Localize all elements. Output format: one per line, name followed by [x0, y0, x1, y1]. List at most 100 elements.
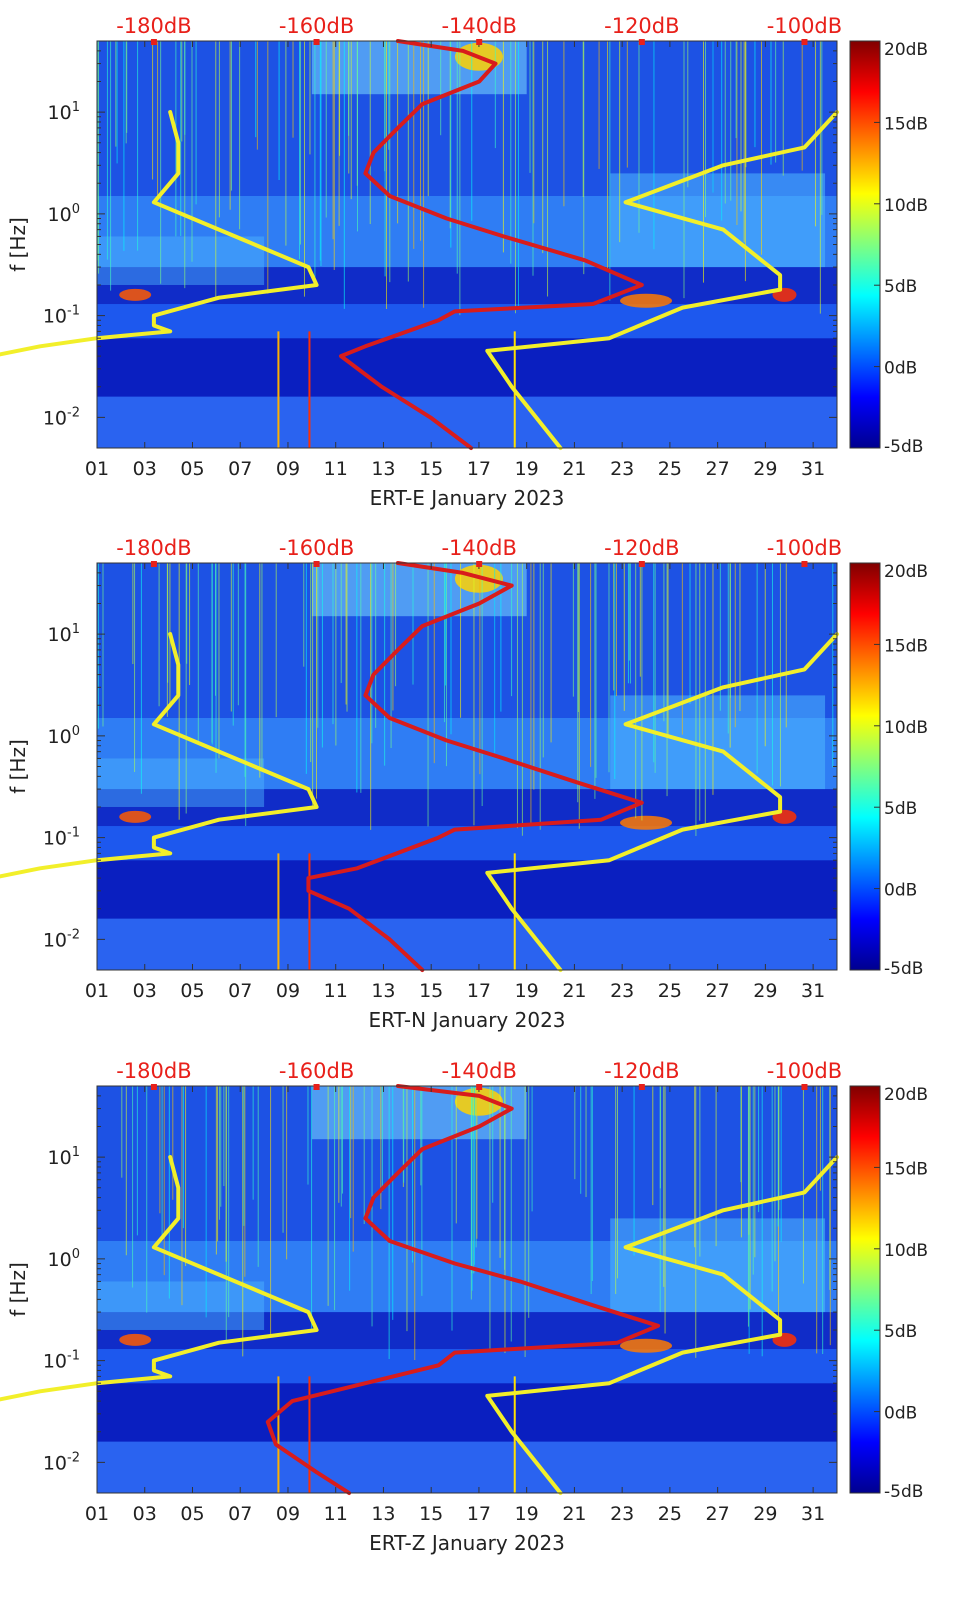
spectrogram-band: [97, 1349, 837, 1384]
top-axis-label: -180dB: [116, 14, 191, 38]
x-tick-label: 29: [753, 458, 777, 480]
x-tick-label: 25: [658, 1503, 682, 1525]
top-axis-tick: [150, 561, 157, 567]
x-tick-label: 29: [753, 1503, 777, 1525]
y-axis-label: f [Hz]: [6, 739, 30, 794]
colorbar-label: 5dB: [884, 1322, 917, 1342]
x-tick-label: 17: [467, 458, 491, 480]
colorbar-label: 10dB: [884, 196, 928, 216]
top-axis-tick: [801, 561, 808, 567]
top-axis-tick: [150, 1084, 157, 1090]
x-tick-label: 07: [228, 458, 252, 480]
x-tick-label: 03: [133, 980, 157, 1002]
top-axis-label: -160dB: [279, 14, 354, 38]
spectrogram-hotspot: [119, 1333, 152, 1346]
colorbar-label: -5dB: [884, 437, 923, 457]
x-tick-label: 19: [515, 980, 539, 1002]
x-axis-label: ERT-N January 2023: [368, 1008, 565, 1032]
top-axis-label: -160dB: [279, 1059, 354, 1083]
top-axis-tick: [313, 561, 320, 567]
x-tick-label: 31: [801, 1503, 825, 1525]
x-tick-label: 03: [133, 1503, 157, 1525]
colorbar-label: 0dB: [884, 359, 917, 379]
colorbar-label: 15dB: [884, 636, 928, 656]
top-axis-tick: [801, 1084, 808, 1090]
spectrogram-panel: 01 03 05 07 09 11 13 15 17 19 21 23 25 27 29 31 ERT-Z Ja…: [0, 1059, 928, 1555]
colorbar-label: 20dB: [884, 562, 928, 582]
top-axis-tick: [638, 1084, 645, 1090]
y-tick-label: 100: [48, 1247, 80, 1271]
top-axis-tick: [801, 39, 808, 45]
x-tick-label: 03: [133, 458, 157, 480]
spectrogram-image: [97, 41, 837, 448]
x-tick-label: 27: [706, 980, 730, 1002]
x-tick-label: 01: [85, 980, 109, 1002]
y-tick-label: 10-1: [43, 1349, 80, 1373]
top-axis-tick: [313, 1084, 320, 1090]
x-tick-label: 27: [706, 458, 730, 480]
colorbar-label: 5dB: [884, 799, 917, 819]
yellow-model-curve: [485, 1155, 839, 1495]
x-tick-label: 25: [658, 458, 682, 480]
colorbar-label: -5dB: [884, 1482, 923, 1502]
y-tick-label: 10-2: [43, 927, 80, 951]
colorbar-label: 15dB: [884, 1159, 928, 1179]
x-tick-label: 15: [419, 980, 443, 1002]
spectrogram-image: [97, 563, 837, 970]
top-axis-label: -140dB: [441, 14, 516, 38]
top-axis-label: -160dB: [279, 536, 354, 560]
colorbar-label: 20dB: [884, 1085, 928, 1105]
yellow-model-curve: [485, 110, 839, 450]
yellow-model-curve: [0, 1155, 319, 1402]
x-tick-label: 11: [324, 980, 348, 1002]
spectrogram-image: [97, 1086, 837, 1493]
colorbar-label: 0dB: [884, 1404, 917, 1424]
spectrogram-panel: 01 03 05 07 09 11 13 15 17 19 21 23 25 27 29 31 ERT-N Ja…: [0, 536, 928, 1032]
x-tick-label: 31: [801, 980, 825, 1002]
x-tick-label: 31: [801, 458, 825, 480]
top-axis-label: -120dB: [604, 1059, 679, 1083]
spectrogram-hotspot: [620, 1338, 673, 1353]
x-tick-label: 17: [467, 980, 491, 1002]
top-axis-tick: [476, 39, 483, 45]
spectrogram-hotspot: [119, 810, 152, 823]
x-tick-label: 19: [515, 1503, 539, 1525]
y-axis-label: f [Hz]: [6, 1262, 30, 1317]
colorbar-label: -5dB: [884, 959, 923, 979]
colorbar-label: 15dB: [884, 114, 928, 134]
x-tick-label: 13: [371, 458, 395, 480]
y-tick-label: 10-2: [43, 405, 80, 429]
y-tick-label: 101: [48, 1145, 80, 1169]
spectrogram-band: [610, 1218, 826, 1313]
red-psd-curve: [339, 39, 644, 450]
top-axis-tick: [476, 561, 483, 567]
y-tick-label: 100: [48, 202, 80, 226]
x-tick-label: 15: [419, 458, 443, 480]
top-axis-label: -100dB: [767, 536, 842, 560]
spectrogram-band: [97, 918, 837, 970]
red-psd-curve: [265, 1084, 661, 1495]
spectrogram-panel: 01 03 05 07 09 11 13 15 17 19 21 23 25 27 29 31 ERT-E Ja…: [0, 14, 928, 510]
top-axis-tick: [638, 39, 645, 45]
x-tick-label: 15: [419, 1503, 443, 1525]
y-tick-label: 101: [48, 622, 80, 646]
y-axis-label: f [Hz]: [6, 217, 30, 272]
x-tick-label: 21: [562, 980, 586, 1002]
x-tick-label: 13: [371, 980, 395, 1002]
yellow-model-curve: [0, 110, 319, 357]
x-axis-label: ERT-Z January 2023: [369, 1531, 565, 1555]
x-tick-label: 19: [515, 458, 539, 480]
top-axis-label: -140dB: [441, 536, 516, 560]
y-tick-label: 101: [48, 100, 80, 124]
spectrogram-band: [97, 1383, 837, 1442]
colorbar-label: 10dB: [884, 1241, 928, 1261]
x-tick-label: 25: [658, 980, 682, 1002]
colorbar-label: 10dB: [884, 718, 928, 738]
x-tick-label: 05: [180, 980, 204, 1002]
x-tick-label: 09: [276, 458, 300, 480]
y-tick-label: 10-2: [43, 1450, 80, 1474]
colorbar-label: 0dB: [884, 881, 917, 901]
colorbar-label: 5dB: [884, 277, 917, 297]
spectrogram-hotspot: [620, 815, 673, 830]
